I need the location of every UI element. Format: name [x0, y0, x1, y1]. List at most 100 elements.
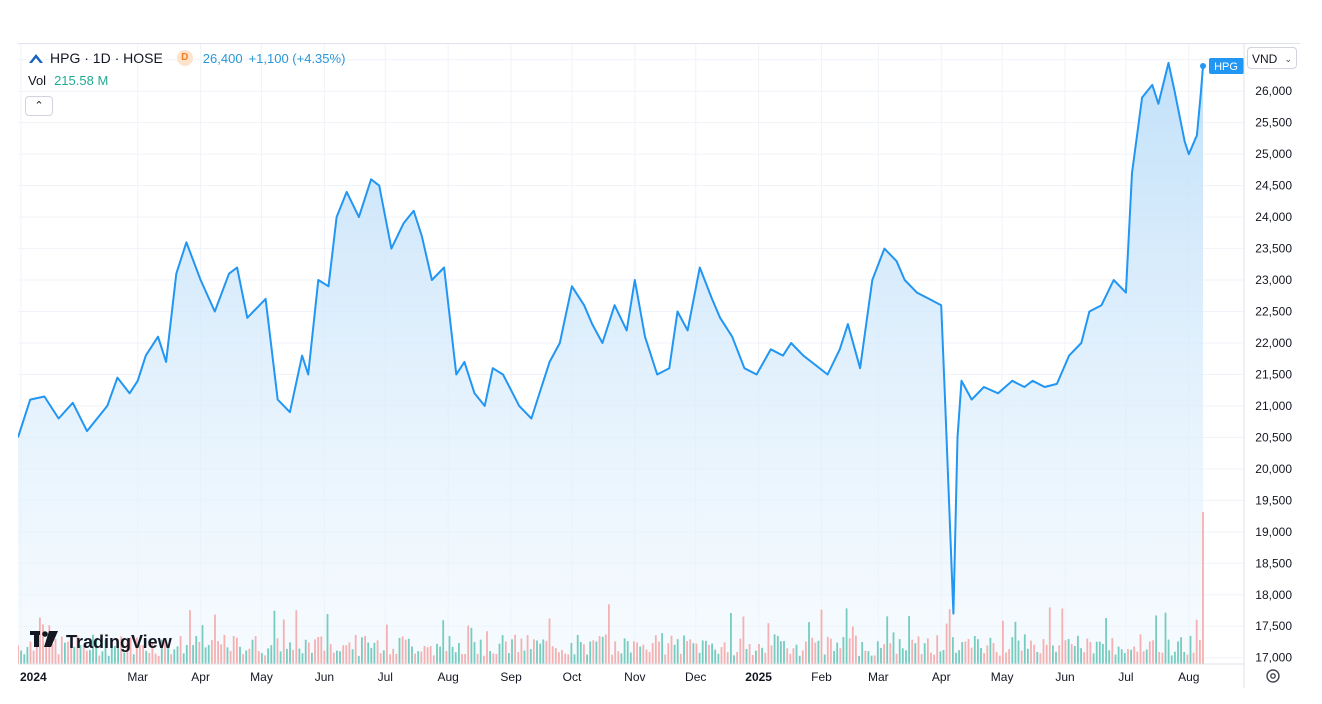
volume-bar — [498, 643, 501, 664]
volume-bars — [18, 512, 1204, 664]
y-tick-label: 26,000 — [1255, 84, 1292, 98]
volume-bar — [892, 632, 895, 664]
volume-bar — [229, 650, 232, 664]
y-tick-label: 23,500 — [1255, 242, 1292, 256]
chart-frame: HPG 17,000 17,500 18,000 18,500 19,000 19,500… — [18, 43, 1300, 688]
volume-bar — [611, 654, 613, 664]
volume-bar — [861, 642, 864, 664]
volume-bar — [1177, 641, 1179, 664]
x-tick-label: May — [991, 670, 1014, 684]
volume-bar — [239, 646, 241, 664]
volume-bar — [389, 654, 391, 664]
volume-bar — [952, 637, 954, 664]
volume-bar — [114, 646, 116, 664]
volume-bar — [373, 642, 376, 664]
volume-value: 215.58 M — [54, 73, 109, 88]
y-tick-label: 25,500 — [1255, 116, 1292, 130]
settings-icon[interactable] — [1263, 666, 1283, 686]
volume-bar — [1002, 620, 1004, 664]
volume-bar — [189, 610, 191, 664]
y-tick-label: 17,500 — [1255, 619, 1292, 633]
volume-bar — [873, 655, 876, 664]
x-tick-label: Sep — [500, 670, 522, 684]
volume-bar — [614, 641, 617, 664]
volume-bar — [1195, 619, 1198, 664]
volume-bar — [554, 648, 557, 664]
volume-bar — [720, 647, 723, 664]
volume-bar — [254, 636, 257, 664]
symbol-title[interactable]: HPG · 1D · HOSE — [50, 50, 163, 66]
collapse-legend-button[interactable]: ⌃ — [25, 96, 53, 116]
volume-bar — [745, 649, 748, 664]
volume-bar — [142, 645, 144, 664]
volume-bar — [1189, 635, 1192, 664]
volume-bar — [592, 640, 595, 664]
volume-bar — [426, 647, 429, 664]
volume-bar — [733, 655, 735, 664]
volume-bar — [511, 639, 513, 664]
price-area — [18, 62, 1203, 664]
volume-bar — [608, 604, 610, 664]
volume-bar — [1095, 641, 1098, 664]
tradingview-logo[interactable]: TradingView — [30, 631, 172, 653]
volume-bar — [1070, 644, 1073, 664]
volume-bar — [32, 650, 35, 664]
volume-bar — [805, 641, 807, 664]
volume-bar — [792, 648, 795, 664]
volume-bar — [1086, 638, 1089, 664]
volume-bar — [1008, 649, 1010, 664]
volume-bar — [429, 646, 432, 664]
volume-legend: Vol 215.58 M — [28, 73, 108, 88]
volume-bar — [817, 640, 820, 664]
volume-bar — [955, 652, 957, 664]
volume-bar — [826, 636, 829, 664]
volume-bar — [223, 634, 226, 664]
volume-bar — [780, 641, 782, 664]
currency-value: VND — [1252, 52, 1278, 66]
volume-bar — [1114, 654, 1117, 664]
x-tick-label: Jun — [315, 670, 334, 684]
volume-bar — [1073, 646, 1076, 664]
volume-bar — [730, 613, 732, 664]
volume-bar — [842, 637, 845, 664]
y-tick-label: 19,000 — [1255, 525, 1292, 539]
volume-bar — [914, 643, 917, 664]
volume-bar — [307, 642, 310, 664]
volume-bar — [911, 639, 914, 664]
volume-bar — [576, 635, 579, 664]
volume-bar — [898, 639, 901, 664]
volume-bar — [683, 635, 685, 664]
volume-bar — [364, 635, 366, 664]
volume-bar — [42, 624, 44, 664]
volume-bar — [89, 650, 91, 664]
symbol-legend[interactable]: HPG · 1D · HOSE D 26,400 +1,100 (+4.35%) — [28, 48, 345, 68]
volume-bar — [439, 646, 441, 664]
volume-bar — [636, 642, 638, 664]
currency-select[interactable]: VND ⌄ — [1247, 47, 1297, 69]
volume-bar — [889, 643, 892, 664]
volume-bar — [1180, 637, 1182, 664]
chevron-up-icon: ⌃ — [34, 100, 44, 112]
volume-bar — [1092, 653, 1095, 664]
volume-bar — [392, 648, 395, 664]
volume-bar — [407, 638, 410, 664]
volume-bar — [139, 645, 141, 664]
last-price-tag — [1209, 58, 1244, 75]
price-chart[interactable]: HPG 17,000 17,500 18,000 18,500 19,000 19,500… — [18, 44, 1300, 688]
y-tick-label: 21,500 — [1255, 367, 1292, 381]
volume-bar — [157, 655, 160, 664]
volume-bar — [20, 650, 22, 664]
volume-bar — [583, 644, 585, 664]
volume-bar — [1055, 651, 1057, 664]
volume-bar — [295, 610, 298, 664]
volume-bar — [232, 636, 235, 664]
volume-bar — [526, 635, 529, 664]
volume-bar — [1020, 650, 1023, 664]
volume-bar — [1145, 649, 1148, 664]
volume-bar — [351, 649, 354, 664]
volume-bar — [786, 648, 789, 664]
volume-bar — [217, 641, 219, 664]
volume-bar — [1183, 652, 1186, 664]
volume-bar — [445, 651, 448, 664]
volume-bar — [132, 654, 135, 664]
